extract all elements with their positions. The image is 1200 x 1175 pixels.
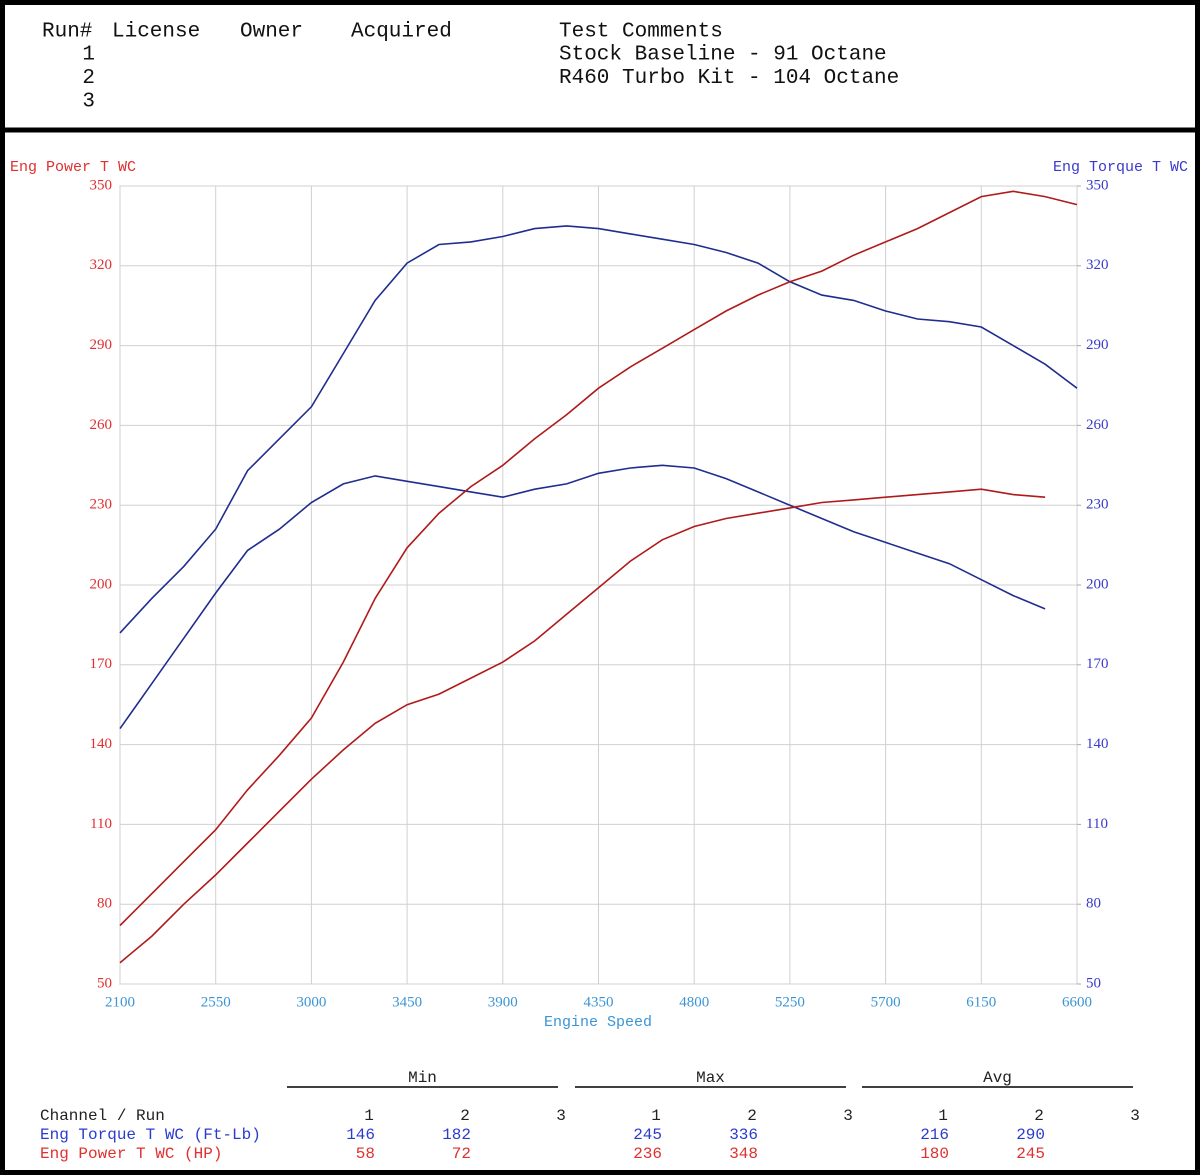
group-header: Avg bbox=[983, 1069, 1012, 1087]
run-number: 2 bbox=[82, 67, 95, 90]
group-header: Min bbox=[408, 1069, 437, 1087]
y-tick-label: 140 bbox=[90, 736, 113, 752]
channel-header: Channel / Run bbox=[40, 1107, 165, 1125]
y2-tick-label: 170 bbox=[1086, 656, 1109, 672]
x-tick-label: 2100 bbox=[105, 994, 135, 1010]
x-axis-label: Engine Speed bbox=[544, 1014, 652, 1031]
y2-tick-label: 50 bbox=[1086, 975, 1101, 991]
y2-tick-label: 320 bbox=[1086, 257, 1109, 273]
run-column: 3 bbox=[843, 1107, 853, 1125]
stat-value: 245 bbox=[1016, 1145, 1045, 1163]
stat-value: 58 bbox=[356, 1145, 375, 1163]
y-tick-label: 290 bbox=[90, 337, 113, 353]
x-tick-label: 4350 bbox=[584, 994, 614, 1010]
series-line bbox=[119, 225, 1078, 634]
stat-value: 336 bbox=[729, 1126, 758, 1144]
x-tick-label: 5250 bbox=[775, 994, 805, 1010]
run-number: 1 bbox=[82, 44, 95, 67]
x-tick-label: 3000 bbox=[296, 994, 326, 1010]
y-tick-label: 230 bbox=[90, 497, 113, 513]
test-comment: R460 Turbo Kit - 104 Octane bbox=[559, 67, 899, 90]
series-line bbox=[119, 464, 1046, 730]
run-column: 2 bbox=[460, 1107, 470, 1125]
y2-tick-label: 140 bbox=[1086, 736, 1109, 752]
channel-label: Eng Torque T WC (Ft-Lb) bbox=[40, 1126, 261, 1144]
run-column: 2 bbox=[747, 1107, 757, 1125]
x-tick-label: 5700 bbox=[871, 994, 901, 1010]
stat-value: 236 bbox=[633, 1145, 662, 1163]
y2-tick-label: 260 bbox=[1086, 417, 1109, 433]
run-number: 3 bbox=[82, 91, 95, 114]
x-tick-label: 2550 bbox=[201, 994, 231, 1010]
stat-value: 290 bbox=[1016, 1126, 1045, 1144]
x-tick-label: 6600 bbox=[1062, 994, 1092, 1010]
y-tick-label: 170 bbox=[90, 656, 113, 672]
series-line bbox=[119, 488, 1046, 964]
y2-tick-label: 80 bbox=[1086, 896, 1101, 912]
stat-value: 72 bbox=[452, 1145, 471, 1163]
y-tick-label: 350 bbox=[90, 177, 113, 193]
stat-value: 146 bbox=[346, 1126, 375, 1144]
stat-value: 182 bbox=[442, 1126, 471, 1144]
y2-tick-label: 110 bbox=[1086, 816, 1108, 832]
stat-value: 348 bbox=[729, 1145, 758, 1163]
y2-tick-label: 200 bbox=[1086, 576, 1109, 592]
y2-tick-label: 230 bbox=[1086, 497, 1109, 513]
stat-value: 245 bbox=[633, 1126, 662, 1144]
column-header: Acquired bbox=[351, 21, 452, 44]
y-tick-label: 320 bbox=[90, 257, 113, 273]
x-tick-label: 3450 bbox=[392, 994, 422, 1010]
y-tick-label: 200 bbox=[90, 576, 113, 592]
y-tick-label: 110 bbox=[90, 816, 112, 832]
column-header: Run# bbox=[42, 21, 92, 44]
column-header: Test Comments bbox=[559, 21, 723, 44]
run-column: 1 bbox=[364, 1107, 374, 1125]
column-header: Owner bbox=[240, 21, 303, 44]
series-line bbox=[119, 190, 1078, 927]
column-header: License bbox=[112, 21, 200, 44]
stat-value: 216 bbox=[920, 1126, 949, 1144]
run-column: 1 bbox=[938, 1107, 948, 1125]
stat-value: 180 bbox=[920, 1145, 949, 1163]
y-tick-label: 80 bbox=[97, 896, 112, 912]
y-axis-label: Eng Power T WC bbox=[10, 159, 136, 176]
y2-axis-label: Eng Torque T WC bbox=[1053, 159, 1188, 176]
y-tick-label: 260 bbox=[90, 417, 113, 433]
x-tick-label: 4800 bbox=[679, 994, 709, 1010]
run-column: 2 bbox=[1034, 1107, 1044, 1125]
y2-tick-label: 350 bbox=[1086, 177, 1109, 193]
channel-label: Eng Power T WC (HP) bbox=[40, 1145, 222, 1163]
x-tick-label: 6150 bbox=[966, 994, 996, 1010]
run-column: 1 bbox=[651, 1107, 661, 1125]
test-comment: Stock Baseline - 91 Octane bbox=[559, 44, 887, 67]
y-tick-label: 50 bbox=[97, 975, 112, 991]
run-column: 3 bbox=[556, 1107, 566, 1125]
run-column: 3 bbox=[1130, 1107, 1140, 1125]
x-tick-label: 3900 bbox=[488, 994, 518, 1010]
y2-tick-label: 290 bbox=[1086, 337, 1109, 353]
group-header: Max bbox=[696, 1069, 725, 1087]
